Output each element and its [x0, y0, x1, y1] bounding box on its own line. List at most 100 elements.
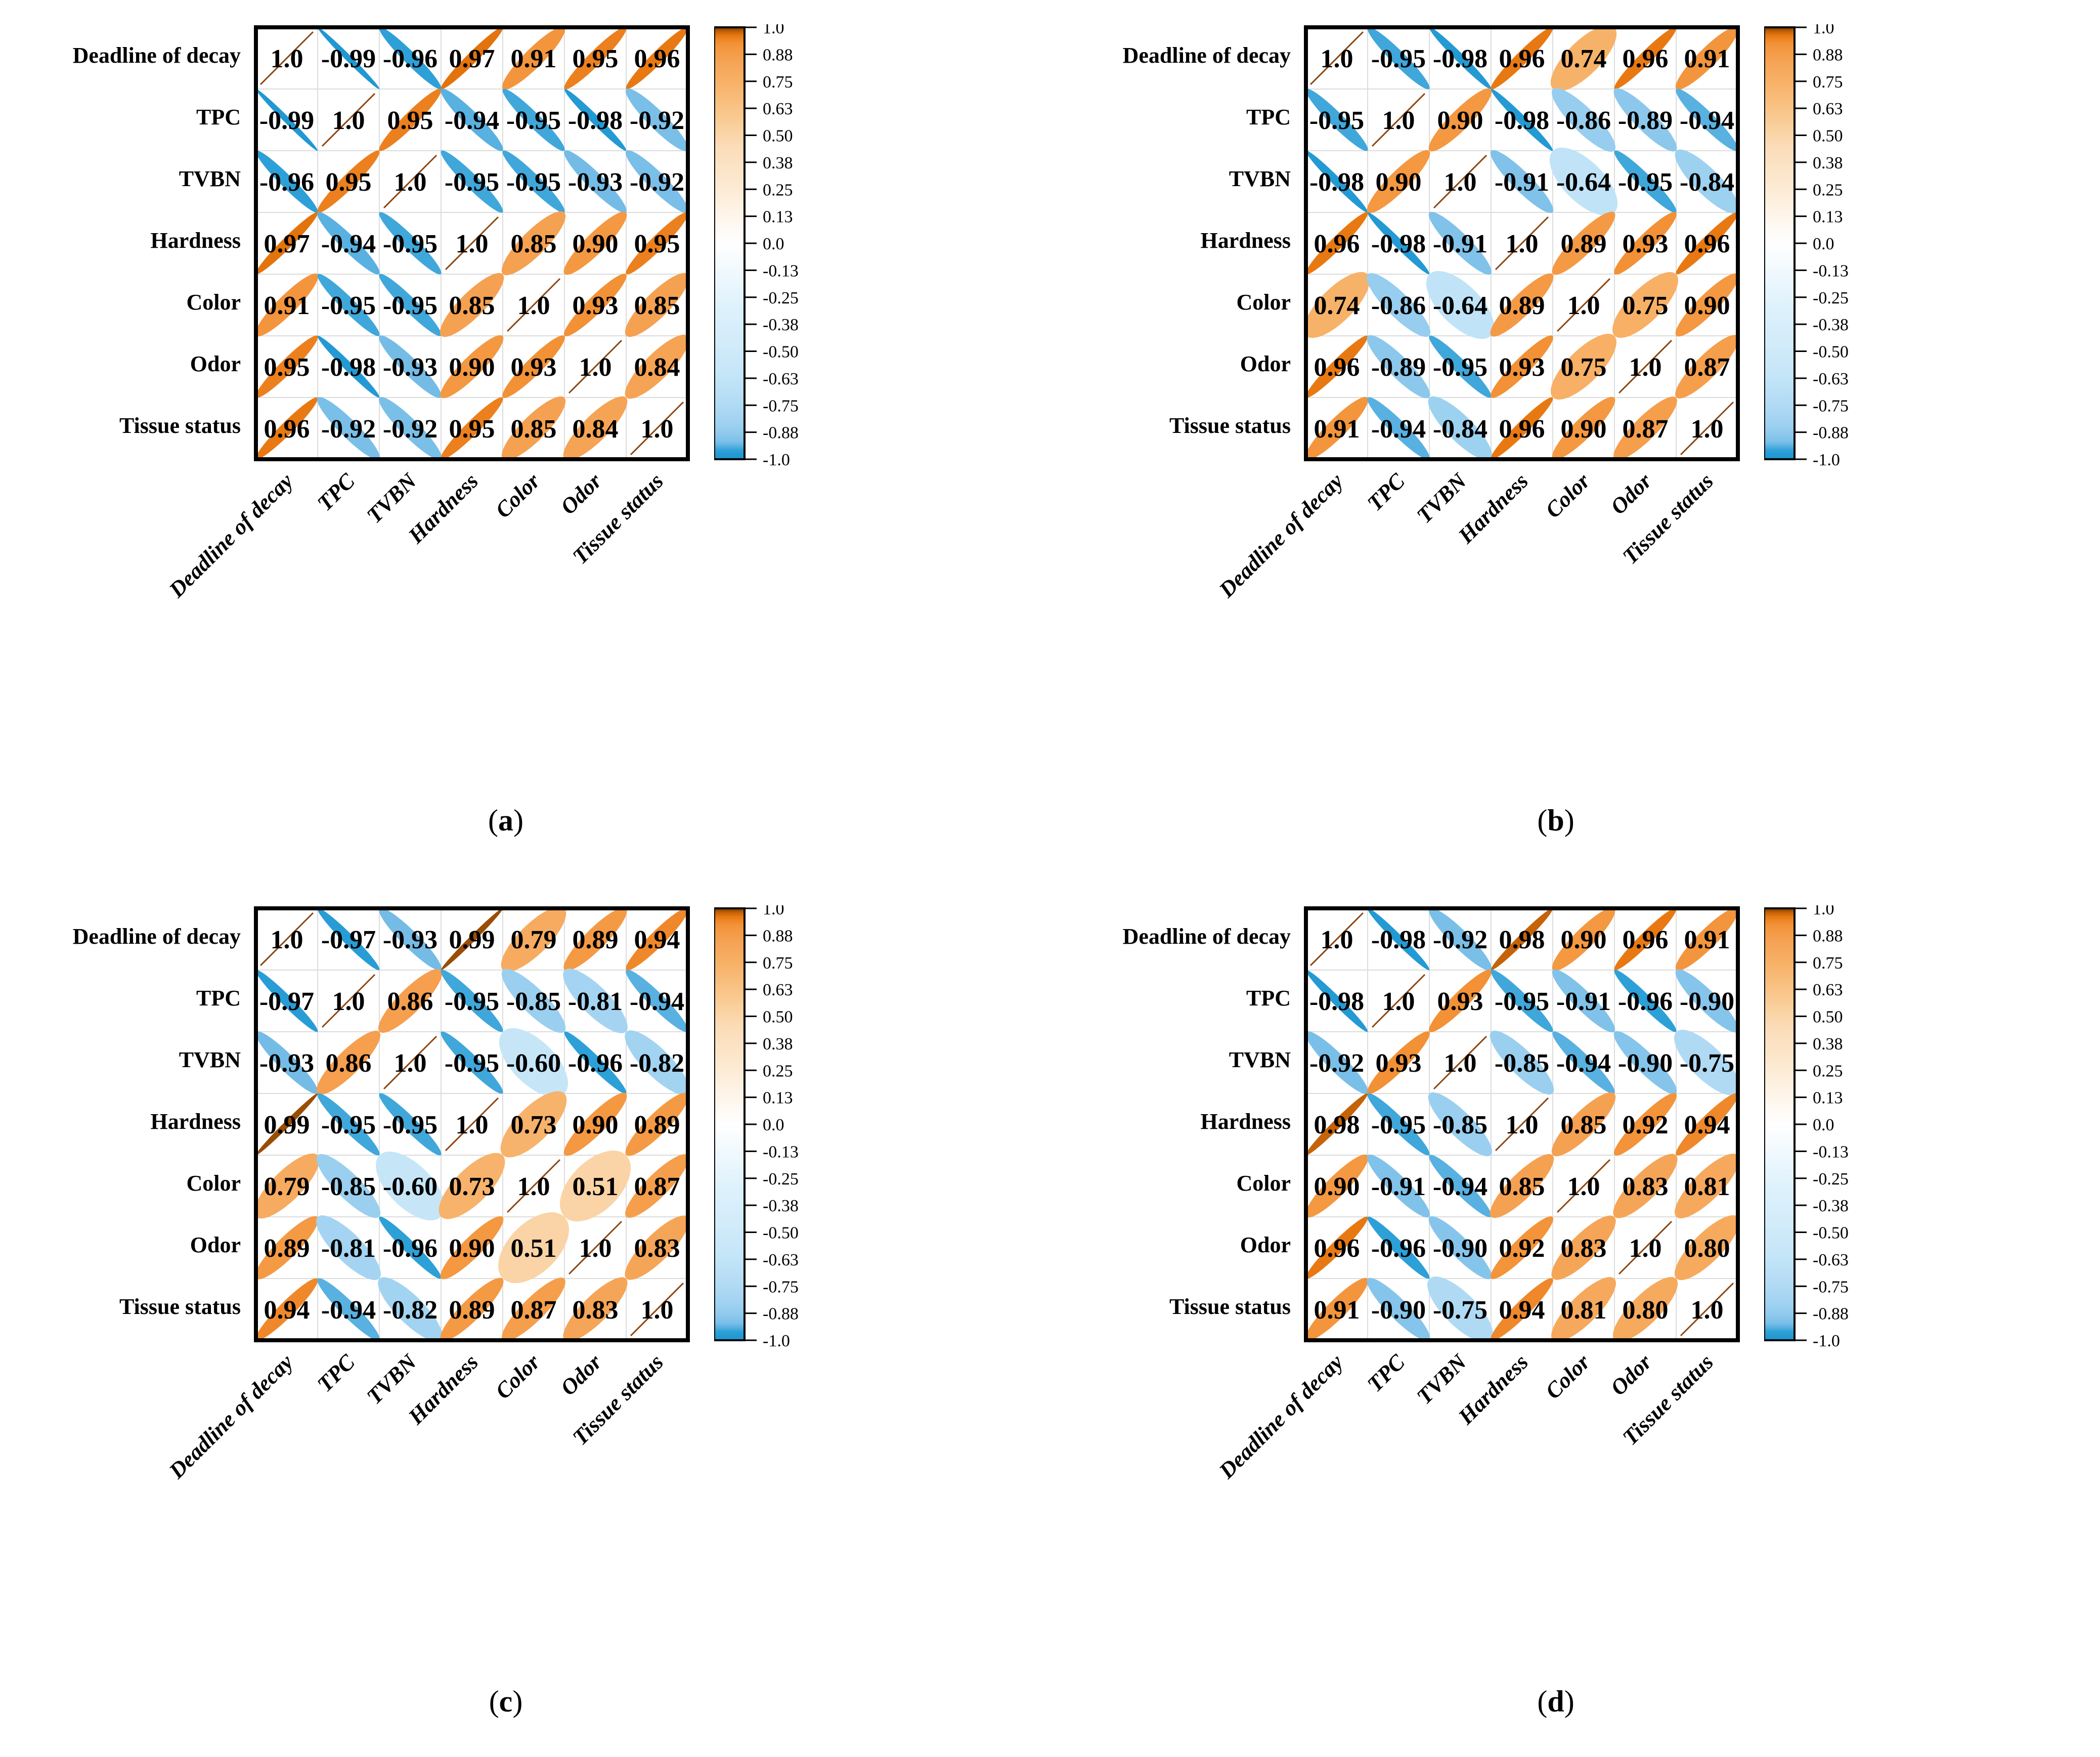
correlation-value: 1.0	[1567, 291, 1600, 320]
correlation-value: 0.90	[1561, 926, 1607, 954]
negative-correlation-ellipse	[317, 274, 380, 336]
matrix-cell: -0.85	[1428, 1092, 1493, 1157]
negative-correlation-ellipse	[1305, 970, 1368, 1032]
correlation-value: 1.0	[271, 926, 303, 954]
caption-paren: (	[1537, 804, 1548, 837]
positive-correlation-ellipse	[1550, 333, 1617, 400]
positive-correlation-ellipse	[441, 397, 503, 460]
positive-correlation-ellipse	[1303, 272, 1370, 338]
positive-correlation-ellipse	[626, 212, 688, 275]
correlation-value: -0.93	[383, 926, 438, 954]
correlation-value: 1.0	[517, 1172, 550, 1201]
correlation-value: -0.64	[1556, 168, 1611, 197]
matrix-cell: -0.89	[1613, 88, 1677, 152]
correlation-value: 0.95	[449, 415, 495, 444]
matrix-cell: 0.83	[1613, 1154, 1678, 1218]
matrix-cell: -0.98	[564, 89, 627, 151]
colorbar-tick-label: 0.50	[1813, 1008, 1843, 1027]
negative-correlation-ellipse	[379, 212, 442, 275]
matrix-cell: -0.95	[379, 274, 442, 336]
correlation-value: 0.85	[511, 415, 557, 444]
correlation-value: -0.94	[445, 106, 499, 135]
correlation-value: 0.96	[1499, 415, 1545, 444]
correlation-value: -0.84	[1680, 168, 1734, 197]
y-axis-label: Odor	[1240, 1232, 1291, 1257]
correlation-value: -0.94	[1556, 1049, 1611, 1078]
negative-correlation-ellipse	[1428, 1092, 1493, 1157]
positive-correlation-ellipse	[502, 1278, 565, 1341]
colorbar-tick-label: -0.63	[763, 1251, 799, 1269]
correlation-value: 0.91	[264, 291, 310, 320]
matrix-cell: 0.79	[501, 906, 566, 972]
correlation-value: 0.87	[1623, 415, 1669, 444]
positive-correlation-ellipse	[563, 1092, 627, 1156]
matrix-cell: 0.98	[1305, 1093, 1368, 1156]
matrix-cell: 0.90	[1552, 907, 1615, 971]
matrix-cell: -0.85	[1490, 1030, 1554, 1095]
matrix-cell: 1.0	[630, 1282, 684, 1337]
matrix-cell: 0.81	[1551, 1277, 1616, 1342]
correlation-value: -0.75	[1680, 1049, 1734, 1078]
negative-correlation-ellipse	[379, 908, 442, 971]
matrix-cell: 1.0	[1371, 93, 1426, 147]
matrix-cell: -0.96	[1367, 1216, 1430, 1279]
matrix-cell: 0.96	[1305, 1216, 1368, 1279]
correlation-value: -0.95	[1618, 168, 1673, 197]
correlation-value: 0.97	[264, 230, 310, 258]
positive-correlation-ellipse	[501, 396, 566, 461]
correlation-matrix: 1.0 -0.99 -0.96 0.97 0.91 0.95 0.96-0.99 1.0 0.9…	[254, 25, 690, 461]
matrix-cell: 1.0	[568, 1220, 623, 1275]
matrix-cell: -0.94	[441, 89, 503, 151]
correlation-value: 1.0	[271, 45, 303, 73]
matrix-cell: 0.73	[439, 1153, 505, 1219]
negative-correlation-ellipse	[316, 1154, 381, 1218]
correlation-value: -0.98	[1371, 926, 1426, 954]
correlation-value: -0.95	[1309, 106, 1364, 135]
colorbar-tick-label: 0.75	[1813, 73, 1843, 92]
matrix-cell: 0.90	[1675, 273, 1739, 337]
positive-correlation-ellipse	[440, 1216, 504, 1280]
colorbar-tick-label: 0.25	[1813, 181, 1843, 199]
negative-correlation-ellipse	[1551, 87, 1616, 152]
y-axis-label: Hardness	[1200, 228, 1291, 253]
y-axis-label: Deadline of decay	[1122, 42, 1291, 68]
colorbar-tick-label: 0.63	[1813, 100, 1843, 118]
correlation-value: 0.90	[1561, 415, 1607, 444]
matrix-cell: 1.0	[321, 974, 376, 1028]
negative-correlation-ellipse	[1367, 1278, 1430, 1341]
y-axis-label: Tissue status	[119, 413, 241, 438]
y-axis-label: Odor	[190, 351, 241, 376]
matrix-cell: -0.94	[1552, 1031, 1615, 1094]
correlation-matrix: 1.0 -0.98 -0.92 0.98 0.90 0.96 0.91-0.98 1.0 0.9…	[1304, 906, 1740, 1343]
colorbar-tick-label: 0.63	[1813, 981, 1843, 999]
y-axis-label: TPC	[196, 104, 241, 129]
correlation-value: 0.98	[1314, 1111, 1360, 1139]
colorbar-tick-label: -0.25	[1813, 289, 1849, 308]
matrix-cell: -0.86	[1551, 87, 1616, 152]
y-axis-label: Deadline of decay	[72, 924, 241, 949]
panel-b: Deadline of decay TPC TVBN Hardness Color Odo…	[1050, 6, 2100, 876]
matrix-cell: 0.95	[317, 150, 380, 213]
x-axis-label: Odor	[1606, 468, 1657, 519]
correlation-value: 0.96	[1314, 353, 1360, 382]
colorbar-tick-label: 1.0	[763, 24, 784, 37]
correlation-value: 0.85	[1499, 1172, 1545, 1201]
colorbar: 1.0 0.88 0.75 0.63 0.50 0.38 0.25 0.13 0.0 -0.13 -…	[714, 905, 799, 1347]
matrix-cell: 0.94	[255, 1278, 318, 1341]
negative-correlation-ellipse	[255, 970, 318, 1032]
correlation-value: -0.85	[321, 1172, 376, 1201]
correlation-value: -0.93	[383, 353, 438, 382]
panel-caption: (b)	[1303, 803, 1809, 838]
matrix-cell: -0.64	[1549, 147, 1618, 216]
matrix-cell: 0.91	[1305, 397, 1369, 460]
positive-correlation-ellipse	[1675, 335, 1739, 399]
colorbar-tick-label: 0.38	[1813, 154, 1843, 172]
correlation-value: 0.93	[573, 291, 619, 320]
matrix-cell: 0.97	[441, 27, 503, 90]
y-axis-label: TVBN	[1229, 1047, 1291, 1072]
matrix-cell: 0.92	[1490, 1216, 1554, 1280]
correlation-value: -0.92	[383, 415, 438, 444]
correlation-value: 0.86	[326, 1049, 372, 1078]
